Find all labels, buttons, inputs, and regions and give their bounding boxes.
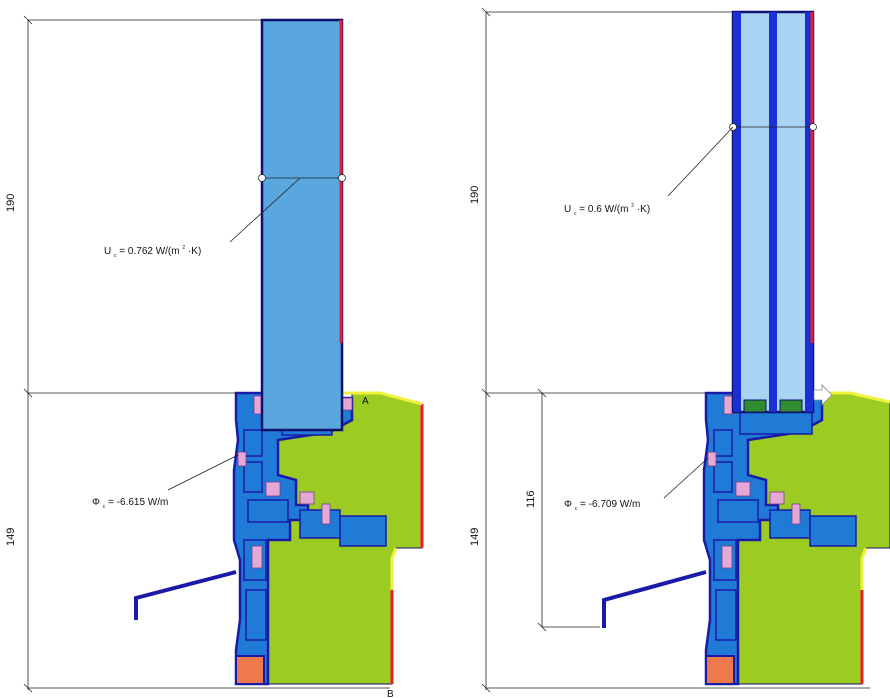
left-gaskets xyxy=(237,395,353,569)
right-dimension-bottom: 149 xyxy=(469,528,481,546)
left-bottom-block xyxy=(235,655,265,685)
right-arrow-icon xyxy=(813,384,833,406)
right-yellow-edge-low xyxy=(860,547,868,590)
right-u-leader xyxy=(667,126,734,197)
right-glazing-unit xyxy=(731,10,815,414)
left-phi-label: Φ c = -6.615 W/m xyxy=(92,497,168,511)
left-section-detail: 190 149 xyxy=(5,15,424,698)
left-dimension-bottom: 149 xyxy=(5,528,17,546)
right-section-detail: 190 149 116 xyxy=(469,7,890,693)
left-u-label: U c = 0.762 W/(m 2 ·K) xyxy=(104,241,201,260)
left-phi-leader xyxy=(167,454,239,491)
right-phi-label: Φ c = -6.709 W/m xyxy=(564,499,640,513)
right-gaskets xyxy=(707,395,801,569)
left-u-point-left xyxy=(258,174,266,182)
left-yellow-edge-low xyxy=(390,547,398,590)
right-dimension-lines xyxy=(481,7,870,693)
left-dimension-lines xyxy=(23,15,390,693)
left-point-b-label: B xyxy=(387,689,394,698)
right-phi-leader xyxy=(663,457,709,499)
right-u-label: U c = 0.6 W/(m 2 ·K) xyxy=(564,199,650,218)
right-dimension-inner: 116 xyxy=(525,490,537,508)
left-point-a-label: A xyxy=(362,396,369,407)
left-glazing-unit xyxy=(260,18,344,432)
left-u-leader xyxy=(229,177,301,243)
left-u-point-right xyxy=(338,174,346,182)
left-dimension-top: 190 xyxy=(5,194,17,212)
right-u-point-right xyxy=(809,123,817,131)
right-dimension-top: 190 xyxy=(469,186,481,204)
right-drainage-arm xyxy=(602,570,707,628)
left-drainage-arm xyxy=(134,570,237,620)
right-bottom-block xyxy=(705,655,735,685)
